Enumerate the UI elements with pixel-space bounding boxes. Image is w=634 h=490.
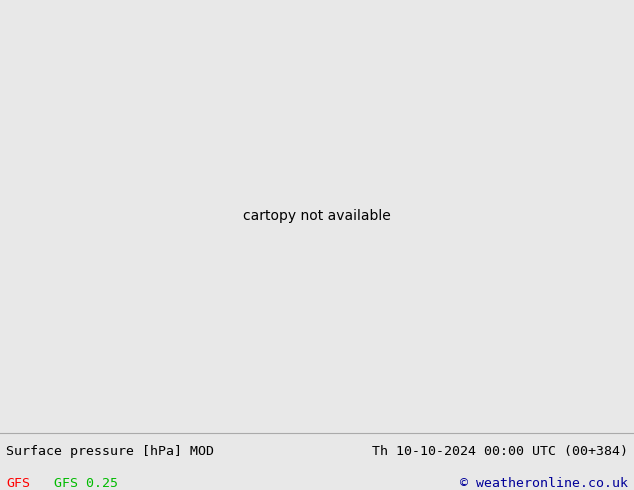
Text: GFS 0.25: GFS 0.25: [54, 477, 118, 490]
Text: Th 10-10-2024 00:00 UTC (00+384): Th 10-10-2024 00:00 UTC (00+384): [372, 445, 628, 458]
Text: © weatheronline.co.uk: © weatheronline.co.uk: [460, 477, 628, 490]
Text: Surface pressure [hPa] MOD: Surface pressure [hPa] MOD: [6, 445, 214, 458]
Text: GFS: GFS: [6, 477, 30, 490]
Text: cartopy not available: cartopy not available: [243, 209, 391, 223]
